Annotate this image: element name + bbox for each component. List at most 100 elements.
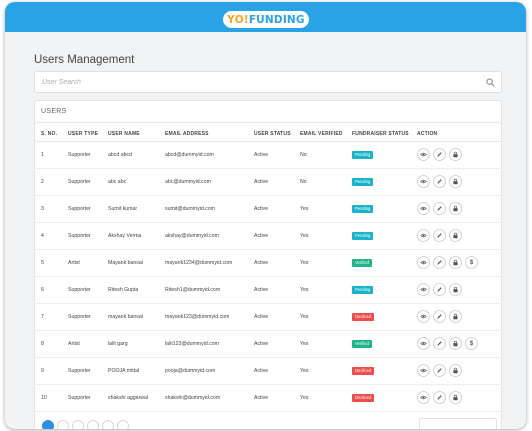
eye-icon (420, 232, 427, 239)
edit-user-button[interactable] (433, 148, 446, 161)
lock-icon (452, 286, 459, 293)
page-button[interactable] (117, 420, 129, 429)
eye-icon (420, 313, 427, 320)
table-row: 6 Supporter Ritesh Gupta Ritesh1@dummyid.co… (35, 276, 503, 304)
view-user-button[interactable] (417, 283, 430, 296)
row-sno: 2 (35, 168, 62, 196)
page-button[interactable] (42, 420, 54, 429)
row-sno: 9 (35, 357, 62, 385)
lock-icon (452, 340, 459, 347)
edit-user-button[interactable] (433, 337, 446, 350)
yofunding-logo[interactable]: YO! FUNDING (223, 11, 309, 28)
users-table: S. NO. USER TYPE USER NAME EMAIL ADDRESS USE… (35, 128, 503, 412)
edit-user-button[interactable] (433, 175, 446, 188)
row-sno: 4 (35, 222, 62, 250)
edit-user-button[interactable] (433, 310, 446, 323)
row-sno: 1 (35, 141, 62, 169)
edit-user-button[interactable] (433, 229, 446, 242)
app-window: YO!FUNDING Users Management USERS S. NO.… (5, 2, 526, 429)
row-user-name: Ritesh Gupta (102, 276, 159, 304)
users-table-card: USERS S. NO. USER TYPE USER NAME EMAIL ADDR… (34, 100, 503, 429)
pencil-icon (436, 367, 443, 374)
row-user-name: abcd abcd (102, 141, 159, 169)
row-fundraiser-status: Pending (346, 276, 411, 304)
row-fundraiser-status: Verified (346, 330, 411, 358)
view-user-button[interactable] (417, 337, 430, 350)
logo-yo-text: YO! (227, 13, 249, 26)
row-user-type: Supporter (62, 357, 102, 385)
lock-user-button[interactable] (449, 364, 462, 377)
table-header-row: S. NO. USER TYPE USER NAME EMAIL ADDRESS USE… (35, 128, 503, 142)
row-fundraiser-status: Verified (346, 249, 411, 277)
row-user-status: Active (248, 222, 294, 250)
lock-user-button[interactable] (449, 229, 462, 242)
fundraiser-status-badge: Verified (352, 258, 372, 267)
table-row: 7 Supporter mayank bansal mayank123@dummyid… (35, 303, 503, 331)
top-header-bar: YO! FUNDING (5, 2, 526, 32)
lock-user-button[interactable] (449, 310, 462, 323)
lock-icon (452, 178, 459, 185)
row-user-name: Akshay Verma (102, 222, 159, 250)
eye-icon (420, 178, 427, 185)
page-button[interactable] (57, 420, 69, 429)
lock-icon (452, 313, 459, 320)
funding-button[interactable]: $ (465, 256, 478, 269)
view-user-button[interactable] (417, 202, 430, 215)
row-email-verified: Yes (294, 249, 346, 277)
page-size-select[interactable] (419, 418, 497, 429)
page-button[interactable] (87, 420, 99, 429)
view-user-button[interactable] (417, 364, 430, 377)
view-user-button[interactable] (417, 310, 430, 323)
row-sno: 10 (35, 384, 62, 412)
lock-user-button[interactable] (449, 337, 462, 350)
dollar-icon: $ (469, 340, 474, 347)
lock-user-button[interactable] (449, 202, 462, 215)
search-icon[interactable] (486, 78, 495, 87)
row-email-verified: No (294, 141, 346, 169)
eye-icon (420, 394, 427, 401)
eye-icon (420, 151, 427, 158)
row-email: shakshi@dummyid.com (159, 384, 248, 412)
edit-user-button[interactable] (433, 364, 446, 377)
funding-button[interactable]: $ (465, 337, 478, 350)
edit-user-button[interactable] (433, 202, 446, 215)
row-sno: 3 (35, 195, 62, 223)
row-email-verified: Yes (294, 222, 346, 250)
page-button[interactable] (72, 420, 84, 429)
view-user-button[interactable] (417, 148, 430, 161)
lock-icon (452, 232, 459, 239)
table-row: 10 Supporter shakshi aggarwal shakshi@dummy… (35, 384, 503, 412)
edit-user-button[interactable] (433, 391, 446, 404)
lock-user-button[interactable] (449, 148, 462, 161)
row-user-status: Active (248, 303, 294, 331)
lock-user-button[interactable] (449, 391, 462, 404)
pencil-icon (436, 394, 443, 401)
lock-user-button[interactable] (449, 283, 462, 296)
view-user-button[interactable] (417, 229, 430, 242)
row-fundraiser-status: Declined (346, 384, 411, 412)
user-search-input[interactable] (35, 72, 501, 92)
eye-icon (420, 205, 427, 212)
lock-icon (452, 259, 459, 266)
row-fundraiser-status: Pending (346, 195, 411, 223)
row-email-verified: Yes (294, 330, 346, 358)
row-email: akshay@dummyid.com (159, 222, 248, 250)
lock-user-button[interactable] (449, 256, 462, 269)
page-button[interactable] (102, 420, 114, 429)
pencil-icon (436, 151, 443, 158)
row-actions: $ (411, 249, 503, 277)
lock-user-button[interactable] (449, 175, 462, 188)
fundraiser-status-badge: Declined (352, 366, 375, 375)
row-email: sumit@dummyid.com (159, 195, 248, 223)
view-user-button[interactable] (417, 175, 430, 188)
row-actions: $ (411, 330, 503, 358)
row-user-name: lalit garg (102, 330, 159, 358)
row-actions (411, 357, 503, 385)
view-user-button[interactable] (417, 391, 430, 404)
edit-user-button[interactable] (433, 283, 446, 296)
view-user-button[interactable] (417, 256, 430, 269)
row-sno: 8 (35, 330, 62, 358)
fundraiser-status-badge: Declined (352, 393, 375, 402)
eye-icon (420, 259, 427, 266)
edit-user-button[interactable] (433, 256, 446, 269)
